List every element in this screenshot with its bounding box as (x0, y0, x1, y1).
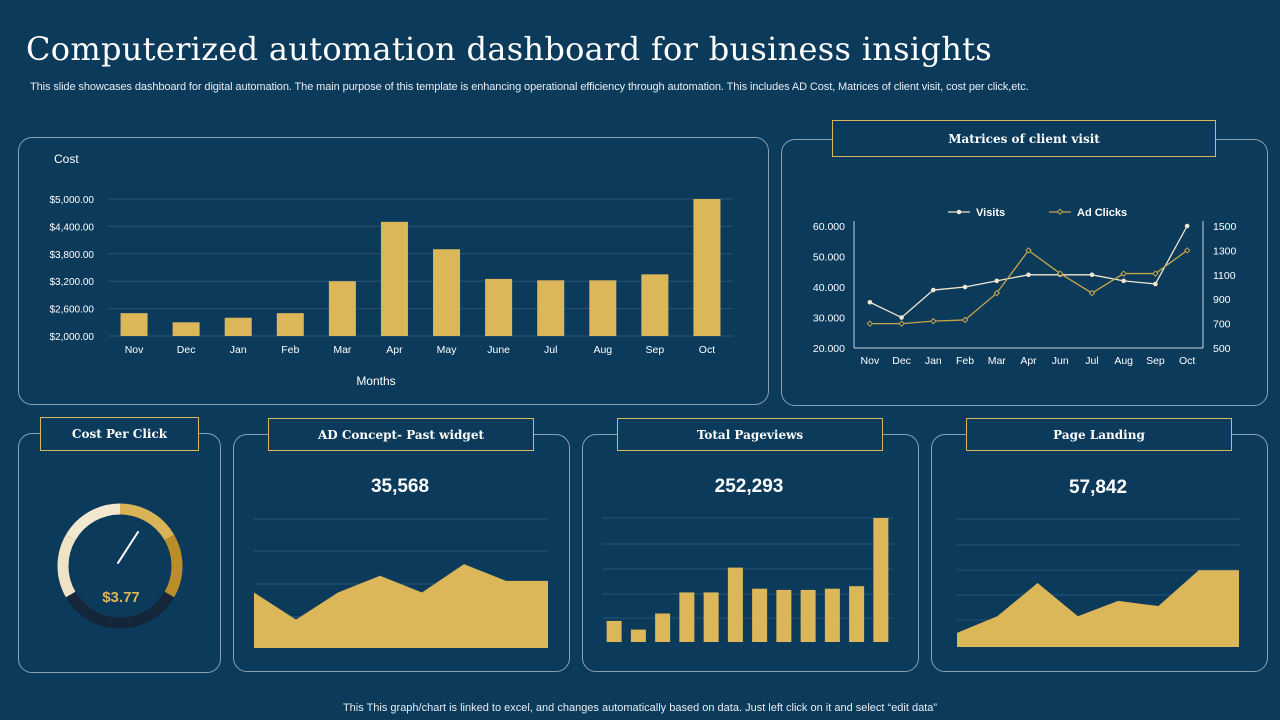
page-subtitle: This slide showcases dashboard for digit… (30, 81, 1029, 93)
cost-chart-panel (18, 137, 769, 405)
ad-concept-title: AD Concept- Past widget (268, 418, 534, 451)
page-title: Computerized automation dashboard for bu… (26, 30, 992, 68)
page-landing-panel (931, 434, 1268, 672)
client-visit-panel (781, 139, 1268, 406)
client-visit-title: Matrices of client visit (832, 120, 1216, 157)
total-pageviews-panel (582, 434, 919, 672)
ad-concept-value: 35,568 (370, 476, 430, 497)
cost-per-click-title: Cost Per Click (40, 417, 199, 451)
page-landing-value: 57,842 (1068, 477, 1128, 498)
total-pageviews-value: 252,293 (714, 476, 784, 497)
footer-note: This This graph/chart is linked to excel… (342, 702, 938, 714)
cost-per-click-panel (18, 433, 221, 673)
ad-concept-panel (233, 434, 570, 672)
page-landing-title: Page Landing (966, 418, 1232, 451)
total-pageviews-title: Total Pageviews (617, 418, 883, 451)
